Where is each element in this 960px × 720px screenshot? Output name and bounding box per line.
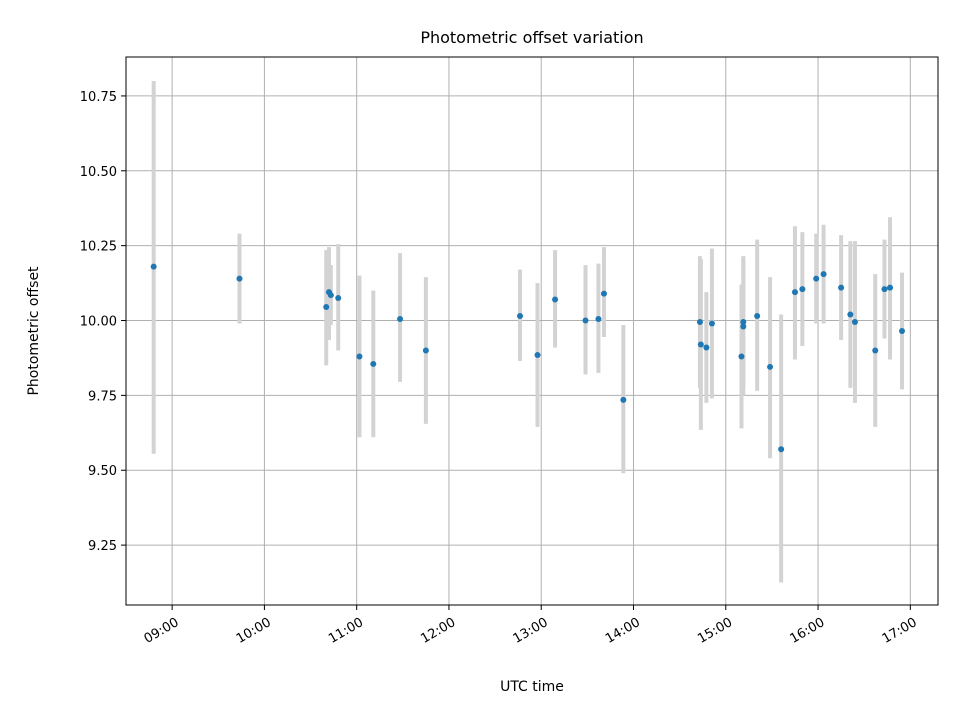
- data-point: [397, 316, 404, 323]
- data-point: [820, 271, 827, 278]
- data-point: [767, 363, 774, 370]
- data-point: [150, 263, 157, 270]
- y-tick-label: 9.25: [88, 539, 117, 554]
- y-tick-label: 9.50: [88, 464, 117, 479]
- data-point: [740, 323, 747, 330]
- data-point: [552, 296, 559, 303]
- y-tick-label: 10.25: [80, 240, 117, 255]
- data-point: [582, 317, 589, 324]
- y-tick-label: 10.50: [80, 165, 117, 180]
- data-point: [838, 284, 845, 291]
- data-point: [422, 347, 429, 354]
- y-axis-label: Photometric offset: [26, 266, 42, 396]
- data-point: [708, 320, 715, 327]
- data-point: [740, 319, 747, 326]
- data-point: [738, 353, 745, 360]
- data-point: [791, 289, 798, 296]
- data-point: [899, 328, 906, 334]
- data-point: [335, 295, 342, 302]
- data-point: [323, 304, 330, 311]
- data-point: [799, 286, 806, 293]
- chart-title: Photometric offset variation: [420, 28, 643, 47]
- data-points: [150, 263, 906, 453]
- data-point: [620, 396, 627, 403]
- data-point: [851, 319, 858, 326]
- data-point: [703, 344, 710, 351]
- x-axis-label: UTC time: [500, 679, 564, 695]
- data-point: [517, 313, 524, 320]
- data-point: [327, 292, 334, 299]
- data-point: [881, 286, 888, 293]
- data-point: [887, 284, 894, 291]
- data-point: [872, 347, 879, 354]
- data-point: [754, 313, 761, 320]
- data-point: [847, 311, 854, 318]
- data-point: [534, 351, 541, 358]
- y-tick-label: 10.75: [80, 90, 117, 105]
- data-point: [778, 446, 785, 453]
- y-axis: 9.25 9.50 9.75 10.00 10.25 10.50 10.75: [80, 90, 126, 554]
- data-point: [356, 353, 363, 360]
- data-point: [600, 290, 607, 297]
- y-tick-label: 9.75: [88, 389, 117, 404]
- data-point: [697, 341, 704, 348]
- data-point: [236, 275, 243, 282]
- plot-frame: [125, 56, 939, 606]
- data-point: [813, 275, 820, 282]
- data-point: [370, 360, 377, 367]
- y-tick-label: 10.00: [80, 315, 117, 330]
- data-point: [696, 319, 703, 326]
- data-point: [595, 316, 602, 323]
